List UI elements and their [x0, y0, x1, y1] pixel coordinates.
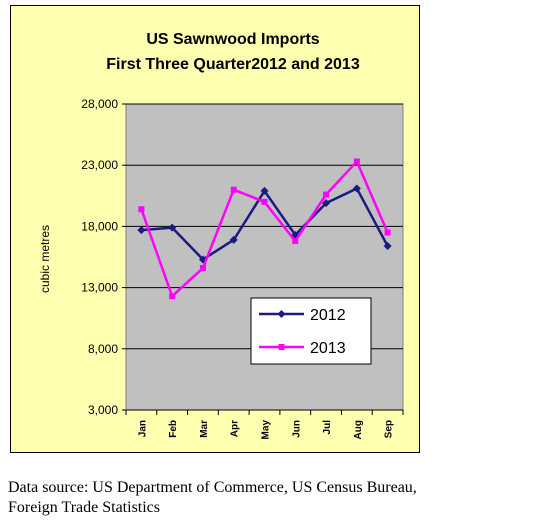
y-tick-label: 13,000 — [81, 281, 118, 295]
x-tick-label: Sep — [384, 420, 395, 438]
data-point-2012 — [137, 226, 146, 235]
x-tick-label: Apr — [230, 420, 241, 437]
y-tick-label: 28,000 — [81, 97, 118, 111]
source-line-2: Foreign Trade Statistics — [8, 499, 161, 516]
data-point-2012 — [260, 186, 269, 195]
y-axis-label: cubic metres — [38, 225, 52, 293]
line-chart: US Sawnwood Imports First Three Quarter2… — [38, 31, 404, 440]
data-point-2012 — [229, 235, 238, 244]
y-tick-label: 3,000 — [88, 403, 118, 417]
legend-label-2012: 2012 — [310, 307, 346, 324]
data-point-2013 — [384, 229, 391, 236]
x-tick-label: Jan — [137, 420, 148, 437]
data-point-2012 — [322, 199, 331, 208]
data-point-2013 — [261, 198, 268, 205]
x-tick-label: Feb — [168, 420, 179, 438]
chart-legend: 2012 2013 — [250, 297, 372, 365]
legend-marker-2012 — [277, 310, 286, 318]
chart-subtitle: First Three Quarter2012 and 2013 — [106, 56, 360, 73]
x-tick-label: Mar — [199, 420, 210, 438]
data-point-2013 — [230, 186, 237, 193]
y-tick-label: 23,000 — [81, 158, 118, 172]
source-line-1: Data source: US Department of Commerce, … — [8, 479, 417, 496]
x-axis-ticks: Jan Feb Mar Apr May Jun Jul Aug Sep — [125, 410, 404, 440]
legend-box — [250, 297, 372, 365]
series-lines — [137, 158, 392, 300]
y-axis-ticks: 3,000 8,000 13,000 18,000 23,000 28,000 — [81, 97, 126, 417]
chart-panel: US Sawnwood Imports First Three Quarter2… — [10, 5, 420, 453]
legend-marker-2013 — [278, 344, 285, 350]
data-point-2013 — [353, 158, 360, 165]
y-tick-label: 8,000 — [88, 342, 118, 356]
x-tick-label: Aug — [353, 420, 364, 439]
y-tick-label: 18,000 — [81, 219, 118, 233]
data-source-note: Data source: US Department of Commerce, … — [8, 478, 554, 518]
x-tick-label: Jul — [322, 420, 333, 435]
data-point-2013 — [138, 206, 145, 213]
data-point-2012 — [168, 223, 177, 232]
x-tick-label: May — [261, 420, 272, 440]
data-point-2012 — [352, 184, 361, 193]
data-point-2013 — [323, 191, 330, 198]
data-point-2013 — [292, 238, 299, 245]
data-point-2013 — [169, 293, 176, 300]
legend-label-2013: 2013 — [310, 340, 346, 357]
data-point-2012 — [383, 241, 392, 250]
data-point-2013 — [199, 265, 206, 272]
x-tick-label: Jun — [291, 420, 302, 438]
chart-title: US Sawnwood Imports — [146, 31, 319, 48]
